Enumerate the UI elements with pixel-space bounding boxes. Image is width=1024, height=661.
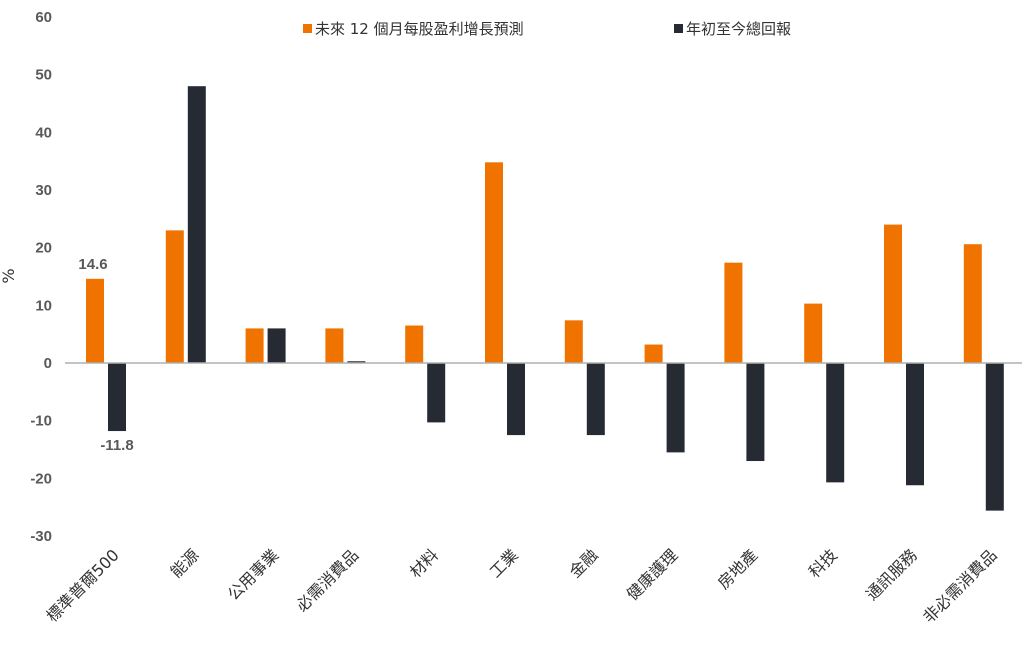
ytd-return-bar-11: [985, 363, 1004, 511]
eps-growth-bar-7: [644, 344, 663, 363]
ytd-return-bar-5: [507, 363, 525, 436]
eps-growth-bar-11: [963, 244, 982, 363]
legend-label: 未來 12 個月每股盈利增長預測: [315, 20, 524, 38]
y-tick-label: 30: [35, 182, 52, 199]
data-labels: 14.6 -11.8: [78, 256, 133, 454]
eps-growth-bar-0: [86, 278, 104, 363]
ytd-return-bar-6: [586, 363, 605, 436]
y-tick-label: 0: [44, 355, 52, 372]
y-tick-label: 20: [35, 240, 52, 257]
data-label: -11.8: [100, 437, 133, 454]
category-label: 工業: [486, 545, 522, 581]
x-axis: 標準普爾500 能源 公用事業 必需消費品 材料 工業 金融 健康護理 房地產 科技 通訊服務非必需…: [43, 545, 1001, 626]
eps-growth-bar-8: [724, 262, 743, 363]
y-tick-label: 10: [35, 297, 52, 314]
ytd-return-bar-8: [746, 363, 765, 462]
ytd-return-bar-9: [826, 363, 845, 483]
category-label: 必需消費品: [292, 545, 362, 615]
ytd-return-bar-1: [187, 86, 206, 363]
y-axis-label: %: [0, 268, 18, 283]
y-tick-label: -20: [30, 470, 52, 487]
legend-swatch: [303, 24, 312, 33]
eps-growth-bar-9: [804, 303, 823, 363]
category-label: 健康護理: [623, 545, 682, 604]
eps-growth-bar-3: [325, 328, 344, 363]
category-label: 科技: [805, 545, 841, 581]
category-label: 標準普爾500: [43, 545, 123, 625]
category-label: 公用事業: [224, 545, 283, 604]
category-label: 金融: [566, 545, 602, 581]
ytd-return-bar-3: [347, 361, 366, 363]
y-tick-label: 40: [35, 124, 52, 141]
y-axis: 60 50 40 30 20 10 0 -10 -20 -30: [30, 9, 52, 545]
legend-label: 年初至今總回報: [686, 20, 791, 38]
eps-growth-bar-2: [245, 328, 264, 363]
ytd-return-bar-4: [427, 363, 446, 423]
ytd-return-bar-2: [267, 328, 286, 363]
eps-growth-bar-5: [485, 162, 503, 363]
ytd-return-bar-10: [906, 363, 924, 486]
legend: 未來 12 個月每股盈利增長預測 年初至今總回報: [303, 20, 791, 38]
category-label: 非必需消費品: [919, 545, 1000, 626]
category-label: 能源: [167, 545, 203, 581]
data-label: 14.6: [78, 256, 107, 273]
category-label: 材料: [406, 545, 442, 581]
y-tick-label: -10: [30, 413, 52, 430]
bars: [86, 86, 1004, 511]
eps-growth-bar-4: [405, 325, 424, 363]
eps-growth-bar-6: [564, 320, 583, 363]
eps-growth-bar-1: [165, 230, 184, 363]
y-tick-label: -30: [30, 528, 52, 545]
y-tick-label: 50: [35, 67, 52, 84]
category-label: 房地產: [714, 545, 761, 592]
y-tick-label: 60: [35, 9, 52, 26]
legend-swatch: [674, 24, 683, 33]
ytd-return-bar-7: [666, 363, 685, 453]
category-label: 通訊服務: [862, 545, 921, 604]
eps-growth-bar-10: [884, 224, 902, 363]
ytd-return-bar-0: [108, 363, 126, 432]
